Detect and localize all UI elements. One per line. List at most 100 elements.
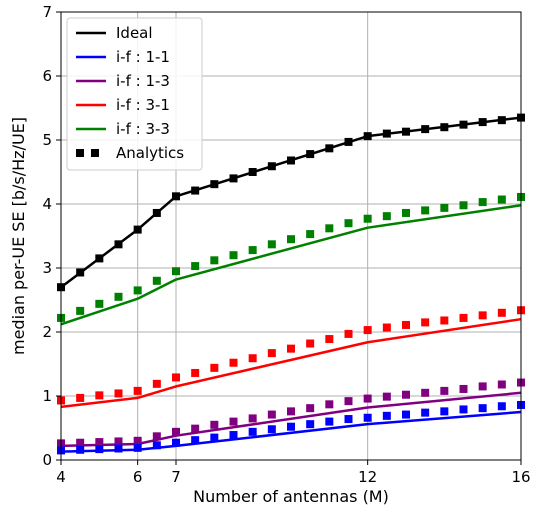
analytics-marker xyxy=(152,208,161,217)
analytics-marker xyxy=(133,436,142,445)
y-tick-label: 6 xyxy=(42,67,52,85)
analytics-marker xyxy=(248,414,257,423)
analytics-marker xyxy=(382,129,391,138)
analytics-marker xyxy=(421,388,430,397)
analytics-marker xyxy=(344,415,353,424)
series-line-i-f-3-1 xyxy=(60,317,522,409)
analytics-marker xyxy=(459,405,468,414)
analytics-marker xyxy=(133,443,142,452)
analytics-marker xyxy=(325,417,334,426)
legend-marker-swatch xyxy=(91,149,99,157)
analytics-marker xyxy=(287,407,295,416)
analytics-marker xyxy=(440,203,449,212)
analytics-marker xyxy=(478,198,487,207)
analytics-marker xyxy=(344,397,353,406)
analytics-marker xyxy=(363,214,372,223)
analytics-marker xyxy=(172,373,180,382)
analytics-marker xyxy=(267,162,276,171)
series-line-i-f-1-3 xyxy=(60,391,522,448)
analytics-marker xyxy=(459,201,468,210)
analytics-marker xyxy=(76,438,85,447)
analytics-marker xyxy=(133,225,142,234)
analytics-marker xyxy=(478,382,487,391)
y-tick-label: 2 xyxy=(42,323,52,341)
y-tick-label: 7 xyxy=(42,3,52,21)
x-tick-label: 4 xyxy=(56,468,66,486)
analytics-marker xyxy=(306,230,315,239)
series-line-i-f-3-3 xyxy=(60,204,522,326)
analytics-marker xyxy=(76,268,85,277)
analytics-marker xyxy=(402,390,410,399)
analytics-marker xyxy=(95,438,104,447)
analytics-marker xyxy=(421,206,430,215)
analytics-marker xyxy=(306,339,315,348)
analytics-marker xyxy=(248,168,257,176)
analytics-marker xyxy=(306,150,315,159)
analytics-marker xyxy=(402,320,410,329)
x-axis-label: Number of antennas (M) xyxy=(193,487,389,506)
analytics-marker xyxy=(248,427,257,436)
analytics-marker xyxy=(152,276,161,285)
analytics-marker xyxy=(402,410,410,419)
x-tick-label: 16 xyxy=(511,468,530,486)
legend-label: Ideal xyxy=(116,24,153,42)
analytics-marker xyxy=(172,267,180,276)
analytics-marker xyxy=(402,208,410,217)
analytics-marker xyxy=(191,368,200,377)
legend-label: Analytics xyxy=(116,144,184,162)
analytics-marker xyxy=(440,123,449,132)
analytics-marker xyxy=(114,437,123,446)
legend: Ideal i-f : 1-1 i-f : 1-3 i-f : 3-1 i-f : 3-… xyxy=(66,17,203,171)
analytics-marker xyxy=(267,425,276,434)
analytics-marker xyxy=(478,311,487,320)
analytics-marker xyxy=(76,306,85,315)
legend-label: i-f : 1-1 xyxy=(116,48,170,66)
analytics-marker xyxy=(210,180,219,189)
analytics-marker xyxy=(363,326,372,335)
analytics-marker xyxy=(152,432,161,441)
analytics-marker xyxy=(382,323,391,332)
analytics-marker xyxy=(344,137,353,146)
analytics-marker xyxy=(229,417,238,426)
analytics-marker xyxy=(95,391,104,400)
y-tick-label: 3 xyxy=(42,259,52,277)
analytics-marker xyxy=(325,224,334,233)
analytics-marker xyxy=(287,344,295,353)
analytics-marker xyxy=(421,318,430,327)
analytics-marker xyxy=(95,254,104,263)
x-tick-label: 6 xyxy=(133,468,143,486)
legend-label: i-f : 1-3 xyxy=(116,72,170,90)
analytics-marker xyxy=(191,436,200,445)
analytics-marker xyxy=(421,125,430,134)
plot-frame xyxy=(60,11,522,461)
analytics-marker xyxy=(478,118,487,127)
analytics-marker xyxy=(229,431,238,440)
analytics-marker xyxy=(421,408,430,417)
analytics-marker xyxy=(152,379,161,388)
analytics-marker xyxy=(459,120,468,129)
analytics-marker xyxy=(459,313,468,322)
analytics-marker xyxy=(497,195,506,204)
analytics-marker xyxy=(459,384,468,393)
analytics-marker xyxy=(440,386,449,395)
analytics-marker xyxy=(210,363,219,372)
analytics-marker xyxy=(229,358,238,367)
analytics-marker xyxy=(172,192,180,201)
analytics-marker xyxy=(76,445,85,454)
analytics-marker xyxy=(76,393,85,402)
analytics-marker xyxy=(210,433,219,442)
analytics-marker xyxy=(382,411,391,420)
analytics-marker xyxy=(152,441,161,450)
analytics-marker xyxy=(191,186,200,195)
analytics-marker xyxy=(402,127,410,136)
analytics-marker xyxy=(287,235,295,244)
analytics-marker xyxy=(344,219,353,228)
analytics-marker xyxy=(191,262,200,271)
y-tick-label: 1 xyxy=(42,387,52,405)
analytics-marker xyxy=(363,413,372,422)
analytics-marker xyxy=(306,420,315,429)
analytics-marker xyxy=(114,240,123,249)
analytics-marker xyxy=(440,407,449,416)
y-axis-label: median per-UE SE [b/s/Hz/UE] xyxy=(9,117,28,355)
